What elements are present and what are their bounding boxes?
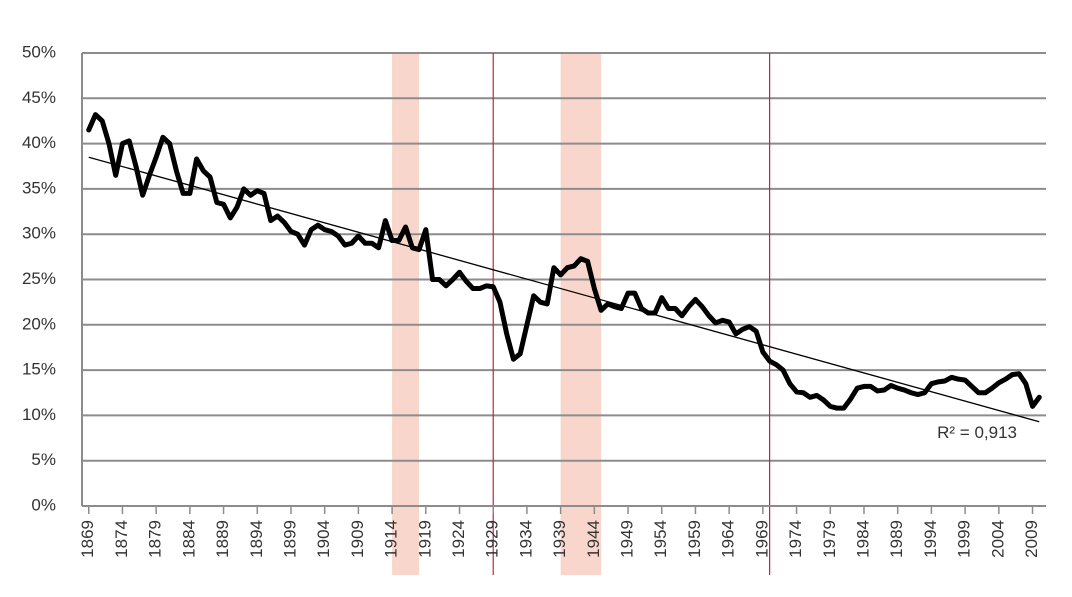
x-tick-label: 1879 xyxy=(146,520,165,558)
x-tick-label: 1979 xyxy=(820,520,839,558)
x-tick-label: 1944 xyxy=(584,520,603,558)
y-tick-label: 0% xyxy=(31,495,56,514)
y-tick-label: 5% xyxy=(31,450,56,469)
x-tick-label: 1919 xyxy=(415,520,434,558)
x-tick-label: 1964 xyxy=(719,520,738,558)
x-tick-label: 1889 xyxy=(213,520,232,558)
x-tick-label: 1909 xyxy=(348,520,367,558)
shaded-period xyxy=(560,53,602,575)
x-tick-label: 2004 xyxy=(988,520,1007,558)
y-tick-label: 35% xyxy=(22,178,56,197)
data-line xyxy=(86,112,1042,411)
y-tick-label: 45% xyxy=(22,88,56,107)
x-tick-label: 2009 xyxy=(1022,520,1041,558)
trendline-label: R² = 0,913 xyxy=(937,423,1017,442)
x-tick-label: 1959 xyxy=(685,520,704,558)
x-tick-label: 1894 xyxy=(247,520,266,558)
x-tick-label: 1934 xyxy=(516,520,535,558)
x-tick-label: 1949 xyxy=(618,520,637,558)
y-tick-label: 20% xyxy=(22,314,56,333)
y-tick-label: 50% xyxy=(22,42,56,61)
x-tick-label: 1969 xyxy=(752,520,771,558)
x-tick-label: 1874 xyxy=(112,520,131,558)
x-tick-label: 1989 xyxy=(887,520,906,558)
y-tick-label: 40% xyxy=(22,133,56,152)
trendline xyxy=(88,156,1040,423)
x-tick-label: 1904 xyxy=(314,520,333,558)
y-tick-label: 25% xyxy=(22,269,56,288)
x-tick-label: 1939 xyxy=(550,520,569,558)
x-tick-label: 1954 xyxy=(651,520,670,558)
x-tick-label: 1974 xyxy=(786,520,805,558)
x-tick-label: 1994 xyxy=(921,520,940,558)
x-tick-label: 1869 xyxy=(78,520,97,558)
x-tick-label: 1984 xyxy=(853,520,872,558)
x-tick-label: 1999 xyxy=(955,520,974,558)
shaded-period xyxy=(392,53,420,575)
y-tick-label: 30% xyxy=(22,224,56,243)
y-tick-label: 10% xyxy=(22,405,56,424)
x-tick-label: 1929 xyxy=(483,520,502,558)
x-tick-label: 1914 xyxy=(382,520,401,558)
x-tick-label: 1924 xyxy=(449,520,468,558)
x-tick-label: 1899 xyxy=(280,520,299,558)
y-tick-label: 15% xyxy=(22,360,56,379)
x-tick-label: 1884 xyxy=(179,520,198,558)
